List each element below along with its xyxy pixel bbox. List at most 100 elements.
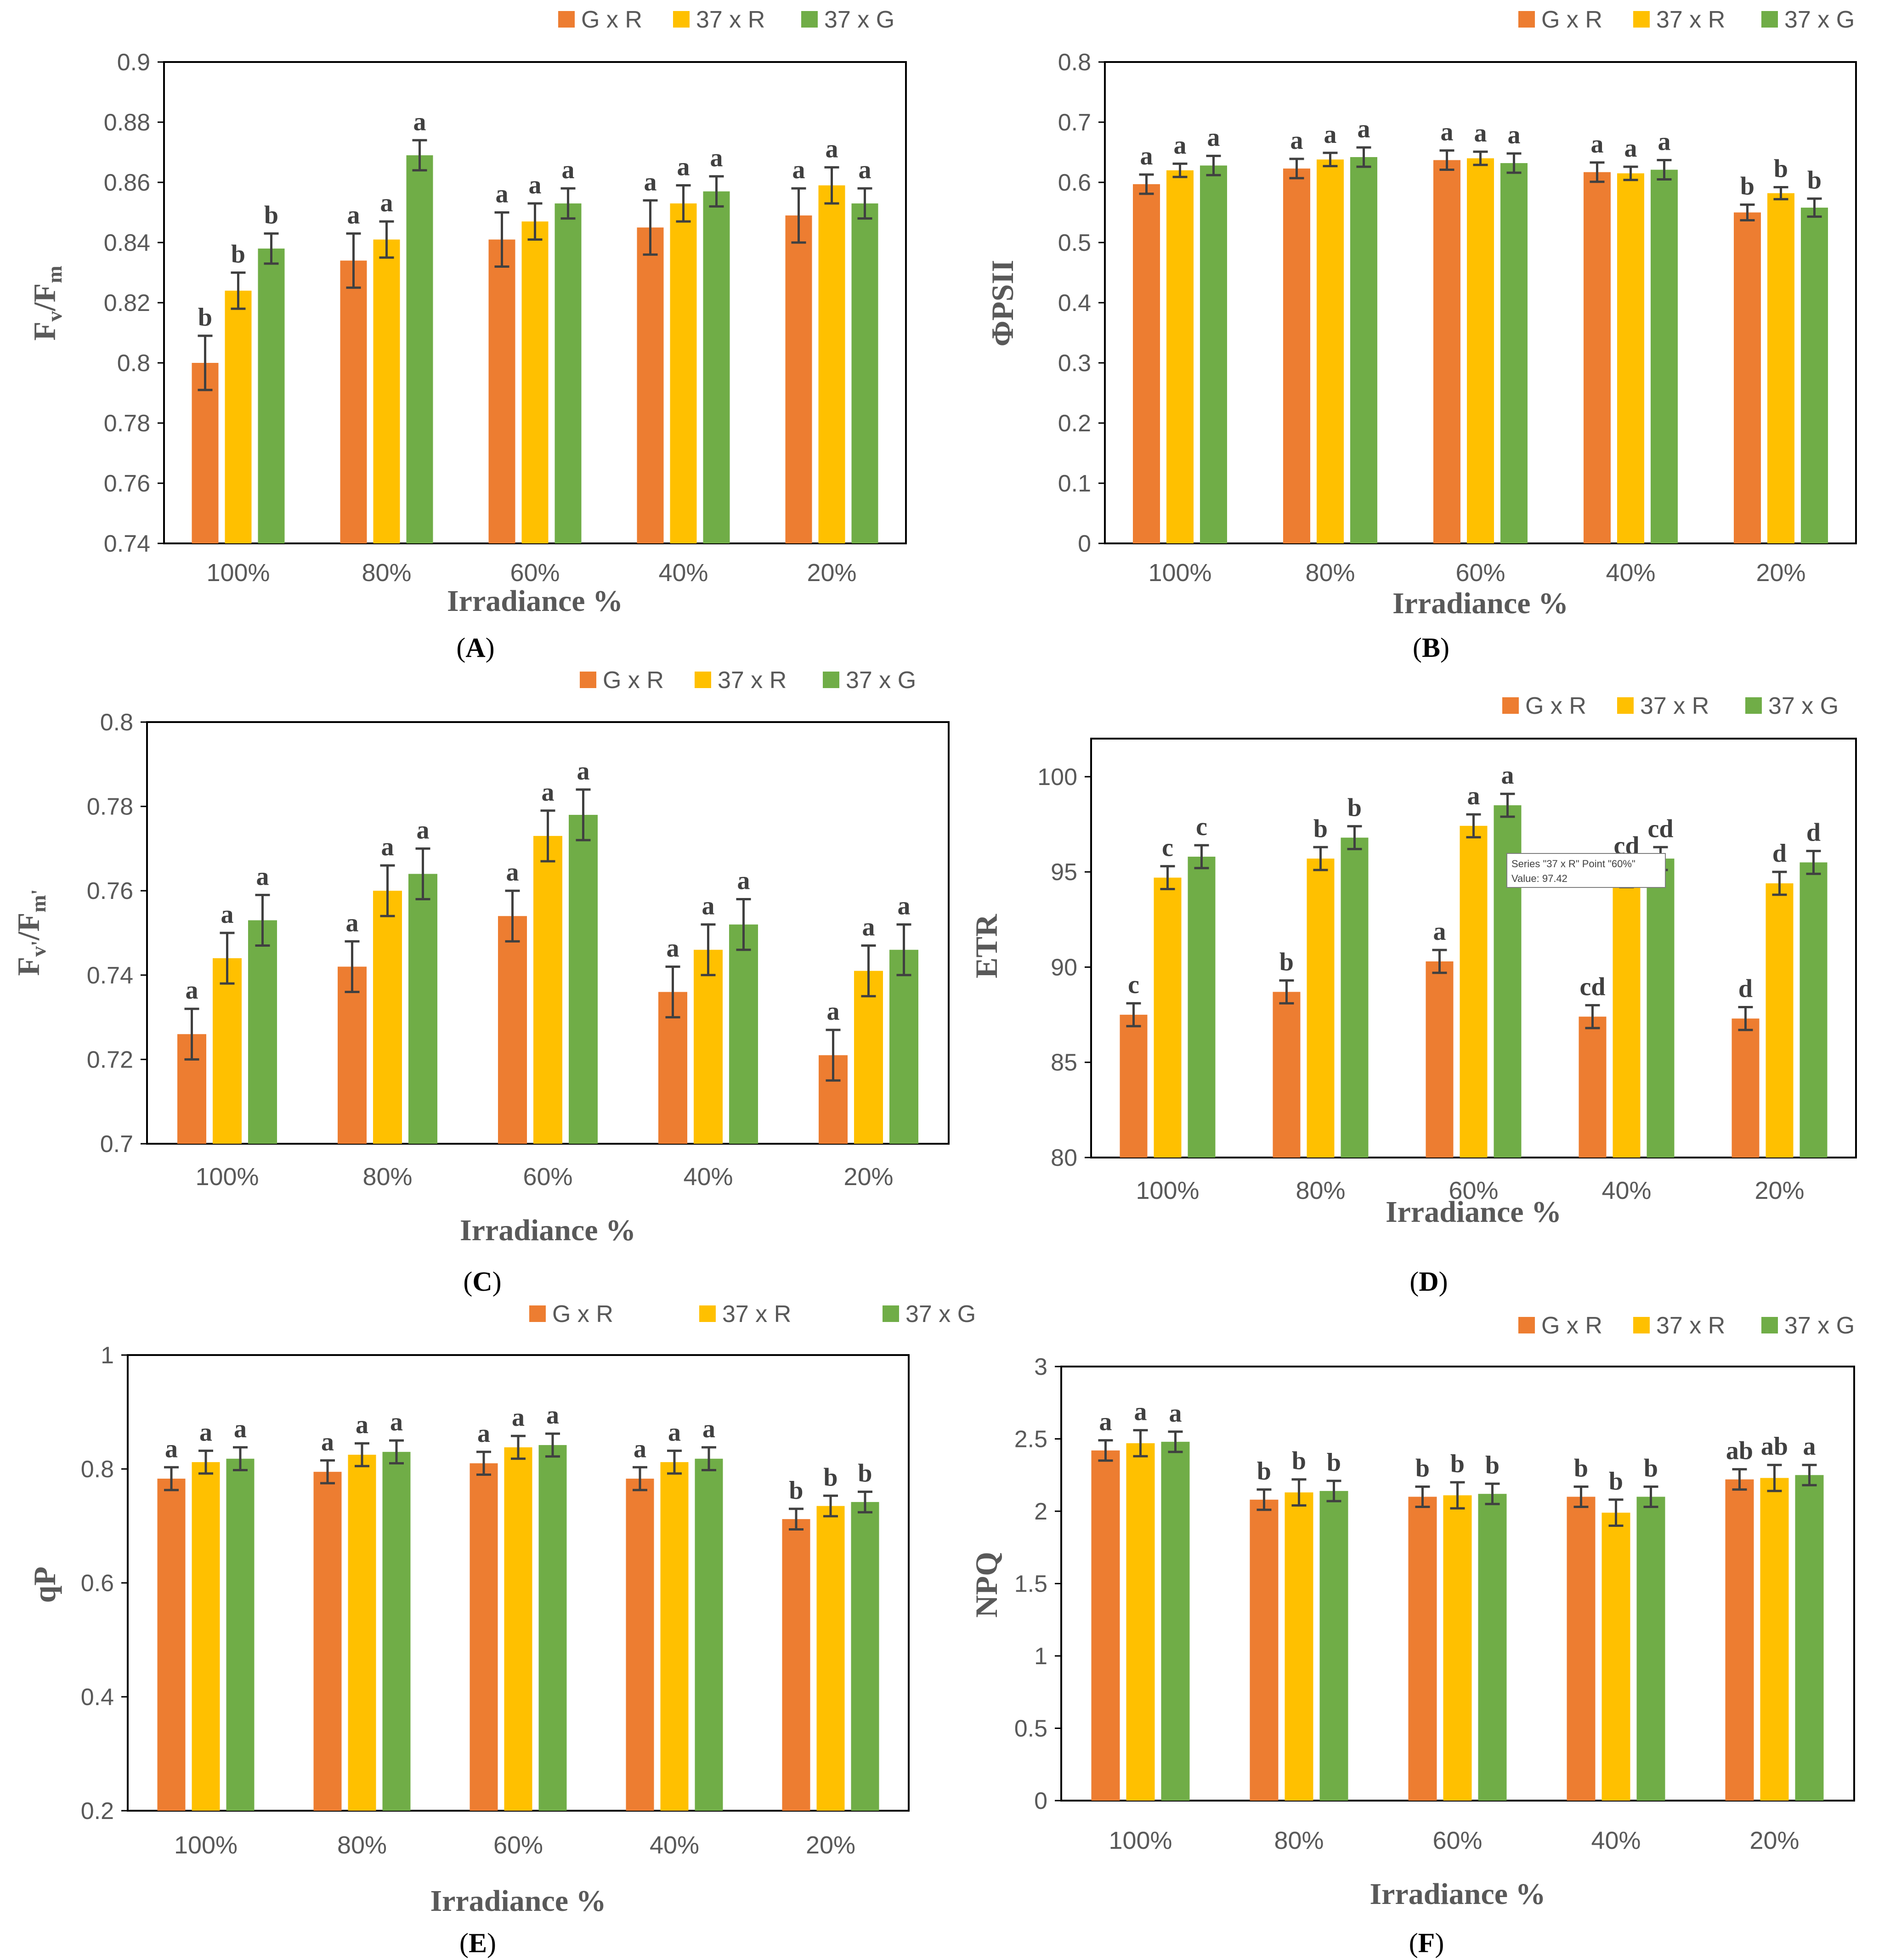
bar-gxr-80pct [313,1472,342,1811]
bar-37xr-100pct [1154,877,1182,1158]
bar-gxr-100pct [1133,184,1160,543]
bar-37xg-100pct [248,920,277,1144]
legend-label: 37 x G [846,667,916,694]
y-tick-label: 0.2 [81,1798,114,1824]
significance-letter: a [562,156,575,184]
bar-37xg-60pct [569,814,598,1144]
significance-letter: a [1207,123,1220,152]
bar-gxr-60pct [498,916,527,1144]
x-axis-title: Irradiance % [460,1214,636,1247]
significance-letter: a [165,1435,178,1463]
panel-label: (E) [459,1928,496,1958]
y-tick-label: 90 [1051,954,1077,981]
significance-letter: d [1806,819,1821,847]
x-tick-label: 100% [174,1831,238,1859]
significance-letter: a [496,180,509,209]
significance-letter: c [1128,971,1139,999]
significance-letter: a [634,1435,646,1463]
y-tick-label: 0.74 [87,962,133,989]
x-tick-label: 100% [1148,559,1211,587]
significance-letter: b [1257,1457,1271,1486]
legend-label: 37 x G [1784,1312,1855,1339]
significance-letter: cd [1648,814,1674,843]
significance-letter: a [234,1415,247,1443]
x-tick-label: 20% [843,1163,893,1191]
legend-swatch [1745,697,1762,714]
significance-letter: b [1574,1454,1588,1482]
legend-swatch [1761,1317,1778,1333]
bar-gxr-80pct [338,966,367,1144]
bar-gxr-60pct [1408,1497,1437,1801]
y-tick-label: 0.8 [117,350,150,377]
y-axis-title: Fv'/Fm' [11,889,50,976]
bar-37xr-60pct [1467,158,1494,544]
bar-37xg-20pct [851,203,878,544]
significance-letter: b [789,1476,803,1505]
legend-label: 37 x G [1784,6,1855,33]
bar-37xg-100pct [226,1458,255,1811]
significance-letter: b [1644,1454,1658,1482]
significance-letter: b [264,201,278,229]
bar-37xr-60pct [504,1447,532,1811]
x-tick-label: 80% [1305,559,1355,587]
bar-gxr-60pct [488,239,515,543]
legend-label: 37 x R [1640,693,1709,719]
legend-label: 37 x G [1768,693,1839,719]
legend-label: 37 x R [696,6,765,33]
y-tick-label: 0.88 [104,109,150,136]
bar-37xg-40pct [1651,169,1678,543]
significance-letter: b [1313,814,1328,843]
y-tick-label: 0 [1078,531,1091,557]
x-tick-label: 60% [510,559,560,587]
bar-37xg-80pct [1341,837,1369,1158]
y-tick-label: 95 [1051,859,1077,886]
legend-swatch [673,11,690,28]
legend-swatch [695,672,711,688]
bar-37xg-60pct [1478,1494,1507,1801]
legend-swatch [699,1305,716,1322]
x-tick-label: 20% [1756,559,1805,587]
x-tick-label: 40% [1591,1827,1641,1854]
x-tick-label: 40% [658,559,708,587]
significance-letter: cd [1580,972,1606,1001]
x-tick-label: 20% [806,1831,855,1859]
bar-gxr-80pct [1250,1499,1279,1801]
bar-gxr-40pct [626,1479,654,1811]
x-axis-title: Irradiance % [1392,587,1568,620]
significance-letter: a [710,144,723,172]
bar-gxr-60pct [470,1463,498,1811]
bar-gxr-80pct [1273,992,1301,1158]
legend-swatch [823,672,839,688]
significance-letter: a [417,816,430,844]
legend-swatch [1761,11,1778,28]
legend-swatch [883,1305,899,1322]
panel-label: (F) [1409,1928,1444,1958]
y-tick-label: 0.76 [104,470,150,497]
x-tick-label: 40% [1601,1177,1651,1204]
significance-letter: a [1441,118,1454,147]
x-tick-label: 60% [1432,1827,1482,1854]
y-tick-label: 0.74 [104,531,150,557]
y-tick-label: 0.86 [104,169,150,196]
legend-swatch [558,11,575,28]
bar-gxr-20pct [1734,212,1761,543]
significance-letter: a [1358,115,1370,143]
significance-letter: b [1415,1454,1430,1482]
bar-37xr-60pct [521,221,549,543]
y-tick-label: 0.6 [81,1570,114,1597]
bar-37xr-100pct [225,290,252,543]
significance-letter: a [737,867,750,895]
bar-gxr-20pct [782,1519,810,1811]
x-tick-label: 80% [362,1163,412,1191]
significance-letter: a [413,107,426,136]
x-tick-label: 40% [1606,559,1655,587]
x-tick-label: 20% [807,559,856,587]
significance-letter: a [346,909,359,937]
significance-letter: a [542,778,555,807]
y-axis-title: Fv/Fm [27,265,66,340]
y-tick-label: 0.82 [104,290,150,316]
y-tick-label: 0.7 [100,1131,133,1158]
bar-37xr-80pct [373,891,402,1144]
y-tick-label: 0.8 [100,709,133,736]
